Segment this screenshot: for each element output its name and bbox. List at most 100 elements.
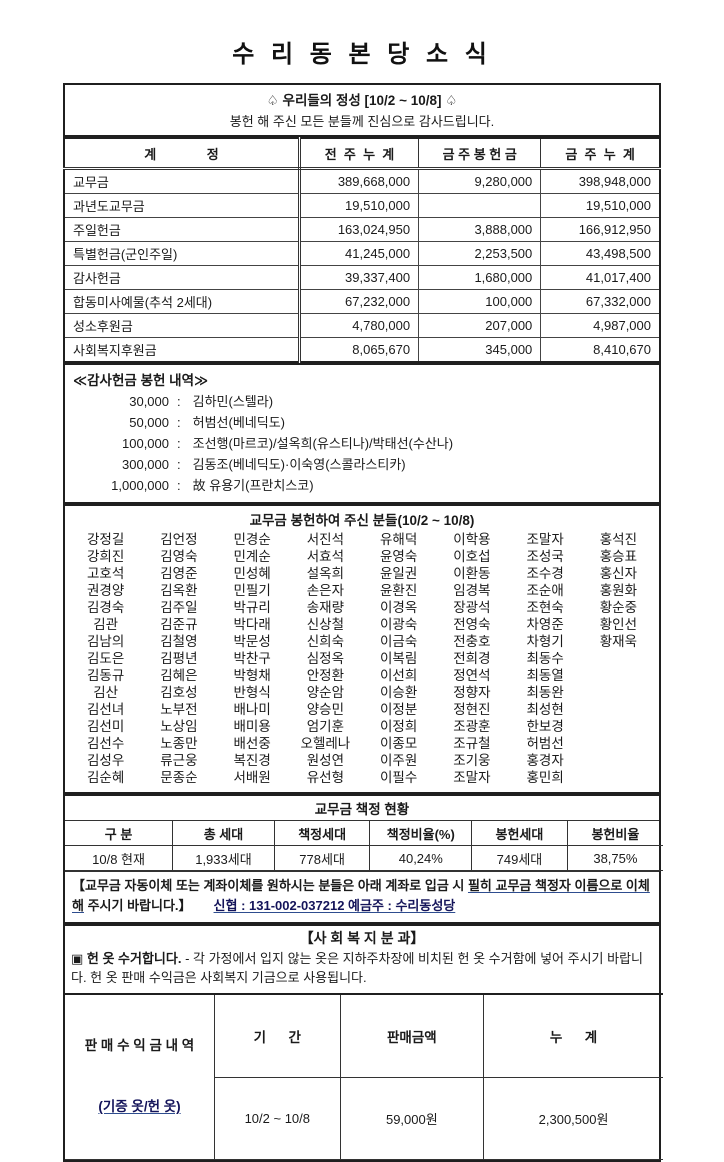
cell: 주일헌금 (63, 217, 301, 242)
cell: 이정분 (379, 702, 418, 717)
cell: 허범선 (526, 736, 564, 751)
cell: 김선수 (86, 736, 125, 751)
cell: 노상임 (160, 719, 198, 734)
cell: 163,024,950 (298, 217, 420, 242)
cell: 오헬레나 (300, 736, 351, 751)
offering-row: 사회복지후원금 8,065,670 345,000 8,410,670 (63, 337, 661, 363)
donor-row: 김도은 김평년 박찬구 심정옥 이복림 전희경 최동수 (69, 650, 655, 667)
cell: 345,000 (418, 337, 542, 363)
cell: 민계순 (233, 549, 271, 564)
cell: 조성국 (526, 549, 564, 564)
cell: 차영준 (526, 617, 564, 632)
offering-thanks-subtitle: 봉헌 해 주신 모든 분들께 진심으로 감사드립니다. (229, 114, 495, 129)
square-bullet-icon: ▣ (71, 951, 87, 967)
cell: 김영숙 (160, 549, 198, 564)
cell: 166,912,950 (540, 217, 661, 242)
cell: 민경순 (233, 532, 271, 547)
assessment-assessed-ratio: 40,24% (369, 845, 473, 871)
thanksgiving-item: 1,000,000: 故 유용기(프란치스코) (73, 475, 651, 496)
cell: 김동규 (86, 668, 125, 683)
donor-list-box: 교무금 봉헌하여 주신 분들(10/2 ~ 10/8) 강정길 김언정 민경순 서진석… (63, 504, 661, 794)
sales-income-table: 판 매 수 익 금 내 역 (기증 옷/헌 옷) 기 간 판매금액 누 계 10… (65, 992, 663, 1160)
col-header-category: 구 분 (65, 821, 174, 846)
cell (582, 718, 655, 735)
col-header-cumulative: 누 계 (483, 992, 663, 1079)
cell: 윤환진 (379, 583, 418, 598)
thanksgiving-item: 50,000: 허범선(베네딕도) (73, 412, 651, 433)
cell: 홍승표 (599, 549, 637, 564)
donor-row: 김동규 김혜은 박형채 안정환 이선희 정연석 최동열 (69, 667, 655, 684)
donor-row: 고호석 김영준 민성혜 설옥희 윤일권 이환동 조수경 홍신자 (69, 565, 655, 582)
cell (582, 684, 655, 701)
cell: 8,410,670 (540, 337, 661, 363)
donor-row: 김성우 류근웅 복진경 원성연 이주원 조기웅 홍경자 (69, 752, 655, 769)
assessment-offering-households: 749세대 (471, 845, 568, 871)
cell: 김선녀 (86, 702, 125, 717)
assessment-assessed-households: 778세대 (273, 845, 371, 871)
cell: 문종순 (160, 770, 198, 785)
thanksgiving-amount: 300,000 (122, 457, 169, 472)
cell: 신상철 (306, 617, 344, 632)
cell: 윤일권 (379, 566, 418, 581)
sales-cumulative: 2,300,500원 (483, 1077, 663, 1160)
cell: 398,948,000 (540, 168, 661, 194)
offering-row: 합동미사예물(추석 2세대) 67,232,000 100,000 67,332,00… (63, 289, 661, 314)
cell: 반형식 (233, 685, 271, 700)
cell: 박형채 (233, 668, 271, 683)
cell: 조순애 (526, 583, 564, 598)
cell (418, 193, 542, 218)
cell: 조기웅 (453, 753, 491, 768)
cell: 윤영숙 (379, 549, 418, 564)
cell: 유해덕 (379, 532, 418, 547)
bank-account-info: 신협 : 131-002-037212 예금주 : 수리동성당 (213, 898, 456, 914)
sales-income-label-line2: (기증 옷/헌 옷) (98, 1099, 181, 1115)
offering-header-box: ♤ 우리들의 정성 [10/2 ~ 10/8] ♤ 봉헌 해 주신 모든 분들께… (63, 83, 661, 137)
donor-row: 김관 김준규 박다래 신상철 이광숙 전영숙 차영준 황인선 (69, 616, 655, 633)
cell: 4,987,000 (540, 313, 661, 338)
thanksgiving-amount: 1,000,000 (111, 478, 169, 493)
thanksgiving-colon: : (177, 415, 181, 430)
bulletin-page: 수 리 동 본 당 소 식 ♤ 우리들의 정성 [10/2 ~ 10/8] ♤ … (63, 41, 663, 1162)
cell: 정현진 (453, 702, 491, 717)
thanksgiving-list: 30,000: 김하민(스텔라) 50,000: 허범선(베네딕도) 100,000: 조… (73, 391, 651, 496)
cell: 전영숙 (453, 617, 491, 632)
cell: 유선형 (306, 770, 344, 785)
cell: 조말자 (526, 532, 564, 547)
cell: 배미용 (233, 719, 271, 734)
cell: 전희경 (453, 651, 491, 666)
cell (582, 735, 655, 752)
cell: 전충호 (453, 634, 491, 649)
cell: 김영준 (160, 566, 198, 581)
donor-row: 권경양 김옥환 민필기 손은자 윤환진 임경복 조순애 홍원화 (69, 582, 655, 599)
cell: 서배원 (233, 770, 271, 785)
col-header-assessed-ratio: 책정비율(%) (369, 821, 473, 846)
cell: 민필기 (233, 583, 271, 598)
col-header-account: 계 정 (63, 137, 301, 170)
cell (582, 667, 655, 684)
cell: 김선미 (86, 719, 125, 734)
cell: 배선중 (233, 736, 271, 751)
cell: 류근웅 (160, 753, 198, 768)
col-header-offering-households: 봉헌세대 (471, 821, 568, 846)
offering-row: 교무금 389,668,000 9,280,000 398,948,000 (63, 168, 661, 194)
cell: 김평년 (160, 651, 198, 666)
sales-income-label: 판 매 수 익 금 내 역 (기증 옷/헌 옷) (65, 992, 215, 1160)
thanksgiving-names: 김하민(스텔라) (192, 394, 274, 409)
offering-period-title: ♤ 우리들의 정성 [10/2 ~ 10/8] ♤ (266, 93, 458, 108)
cell: 설옥희 (306, 566, 344, 581)
welfare-box: 【사 회 복 지 분 과】 ▣ 헌 옷 수거합니다. - 각 가정에서 입지 않… (63, 924, 663, 1162)
cell: 특별헌금(군인주일) (63, 241, 301, 266)
cell: 39,337,400 (298, 265, 420, 290)
cell: 양순암 (306, 685, 344, 700)
cell (582, 701, 655, 718)
cell: 정연석 (453, 668, 491, 683)
cell: 고호석 (86, 566, 125, 581)
offering-summary-table: 계 정 전 주 누 계 금 주 봉 헌 금 금 주 누 계 교무금 389,668… (63, 137, 661, 363)
thanksgiving-names: 김동조(베네딕도)·이숙영(스콜라스티카) (192, 457, 406, 472)
offering-row: 특별헌금(군인주일) 41,245,000 2,253,500 43,498,500 (63, 241, 661, 266)
col-header-sales-amount: 판매금액 (339, 992, 485, 1079)
cell (582, 752, 655, 769)
cell: 최동완 (526, 685, 564, 700)
cell: 김옥환 (160, 583, 198, 598)
col-header-offering-ratio: 봉헌비율 (566, 821, 663, 846)
